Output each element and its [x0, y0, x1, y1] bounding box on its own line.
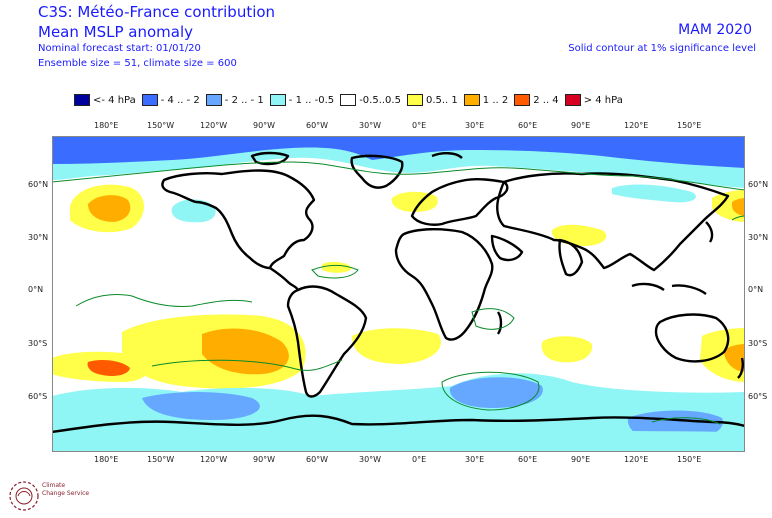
anomaly-indian-pos [541, 336, 593, 363]
legend-item: > 4 hPa [564, 94, 623, 106]
lon-tick-label: 30°W [359, 121, 382, 130]
legend-item: - 1 .. -0.5 [269, 94, 335, 106]
lat-tick-label: 60°S [748, 392, 768, 401]
legend-swatch [406, 94, 423, 106]
legend-label: > 4 hPa [583, 94, 623, 106]
lon-tick-label: 150°W [147, 455, 175, 464]
lat-tick-label: 30°S [28, 339, 48, 348]
anomaly-south-atlantic-pos [352, 328, 441, 364]
lon-tick-label: 60°W [306, 455, 329, 464]
anomaly-south-west-pos2 [87, 360, 130, 376]
chart-subtitle: Mean MSLP anomaly [38, 23, 193, 41]
legend-item: 1 .. 2 [463, 94, 509, 106]
c3s-logo-text: Climate Change Service [42, 482, 89, 498]
anomaly-siberia-neg [612, 184, 696, 203]
anomaly-arctic-medium [52, 136, 745, 168]
logo-line2: Change Service [42, 490, 90, 497]
legend-swatch [74, 94, 90, 106]
forecast-period: MAM 2020 [678, 22, 752, 38]
lon-tick-label: 30°E [465, 455, 485, 464]
lat-tick-label: 30°N [748, 233, 769, 242]
legend-label: 2 .. 4 [533, 94, 559, 106]
legend-label: - 4 .. - 2 [160, 94, 200, 106]
anomaly-australia-pos [700, 328, 745, 382]
lon-tick-label: 0°E [412, 455, 427, 464]
anomaly-north-pacific-pos2 [88, 195, 131, 222]
legend-swatch [141, 94, 158, 106]
map-frame [52, 136, 745, 452]
legend-item: <- 4 hPa [74, 94, 136, 106]
legend-item: 2 .. 4 [514, 94, 559, 106]
legend-label: 1 .. 2 [482, 94, 509, 106]
lon-tick-label: 60°W [306, 121, 329, 130]
anomaly-pacific-east-pos2 [732, 198, 745, 216]
legend-label: - 1 .. -0.5 [288, 94, 335, 106]
lon-tick-label: 90°E [571, 455, 591, 464]
anomaly-map [52, 136, 745, 452]
lon-tick-label: 60°E [518, 455, 538, 464]
legend-swatch [463, 94, 480, 106]
color-legend: <- 4 hPa - 4 .. - 2 - 2 .. - 1 - 1 .. -0.5 -… [74, 92, 629, 108]
significance-note: Solid contour at 1% significance level [568, 43, 756, 54]
anomaly-tropical-pos [322, 261, 352, 273]
lon-tick-label: 90°W [253, 455, 276, 464]
lon-tick-label: 0°E [412, 121, 427, 130]
lat-tick-label: 30°N [28, 233, 49, 242]
lat-tick-label: 0°N [28, 285, 44, 294]
c3s-logo-icon [9, 481, 39, 511]
lon-tick-label: 180°E [94, 455, 119, 464]
lon-tick-label: 90°W [253, 121, 276, 130]
lat-tick-label: 30°S [748, 339, 768, 348]
lon-tick-label: 30°E [465, 121, 485, 130]
forecast-start-info: Nominal forecast start: 01/01/20 [38, 43, 201, 54]
lon-tick-label: 150°W [147, 121, 175, 130]
legend-swatch [340, 94, 357, 106]
anomaly-australia-pos2 [724, 344, 745, 372]
lon-tick-label: 120°W [200, 455, 228, 464]
lon-tick-label: 180°E [94, 121, 119, 130]
lat-tick-label: 60°N [748, 180, 769, 189]
lon-tick-label: 120°W [200, 121, 228, 130]
lon-tick-label: 30°W [359, 455, 382, 464]
legend-item: -0.5..0.5 [340, 94, 401, 106]
lon-tick-label: 120°E [624, 455, 649, 464]
legend-label: <- 4 hPa [93, 94, 136, 106]
legend-swatch [514, 94, 531, 106]
anomaly-antarctic-light [52, 429, 745, 452]
lon-tick-label: 60°E [518, 121, 538, 130]
lon-tick-label: 150°E [677, 455, 702, 464]
lat-tick-label: 60°S [28, 392, 48, 401]
anomaly-pacific-neg [171, 199, 216, 223]
coastlines [52, 151, 745, 434]
significance-contours [52, 161, 745, 425]
legend-swatch [205, 94, 222, 106]
lat-tick-label: 0°N [748, 285, 764, 294]
ensemble-size-info: Ensemble size = 51, climate size = 600 [38, 58, 237, 69]
anomaly-pacific-east-pos [712, 190, 745, 222]
legend-swatch [269, 94, 286, 106]
logo-line1: Climate [42, 482, 66, 489]
lat-tick-label: 60°N [28, 180, 49, 189]
lon-tick-label: 90°E [571, 121, 591, 130]
legend-item: - 2 .. - 1 [205, 94, 264, 106]
lon-tick-label: 120°E [624, 121, 649, 130]
legend-swatch [564, 94, 581, 106]
legend-label: -0.5..0.5 [359, 94, 401, 106]
legend-label: 0.5.. 1 [425, 94, 458, 106]
legend-item: 0.5.. 1 [406, 94, 458, 106]
legend-label: - 2 .. - 1 [224, 94, 264, 106]
legend-item: - 4 .. - 2 [141, 94, 200, 106]
lon-tick-label: 150°E [677, 121, 702, 130]
chart-title: C3S: Météo-France contribution [38, 3, 276, 21]
anomaly-southern-ocean-mid2 [449, 377, 543, 408]
anomaly-southern-ocean-mid1 [142, 392, 260, 420]
